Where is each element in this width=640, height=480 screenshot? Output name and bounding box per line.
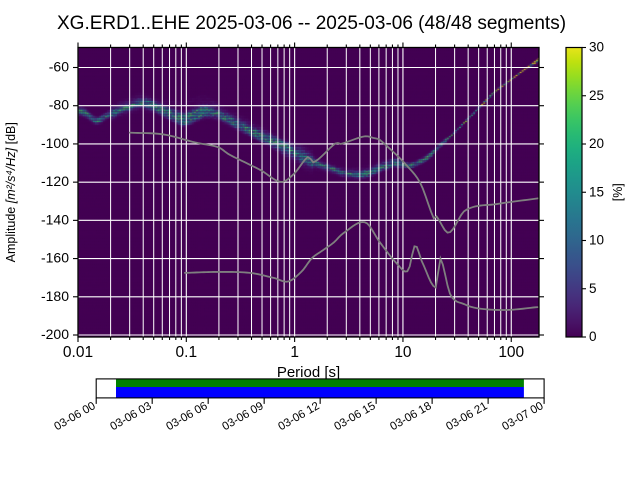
svg-text:-60: -60: [49, 59, 69, 75]
svg-text:03-06 18: 03-06 18: [388, 400, 433, 433]
svg-text:-200: -200: [41, 326, 69, 342]
svg-text:20: 20: [589, 136, 604, 151]
svg-text:1: 1: [290, 344, 299, 361]
svg-text:-100: -100: [41, 135, 69, 151]
svg-text:03-06 03: 03-06 03: [108, 400, 153, 433]
svg-text:XG.ERD1..EHE 2025-03-06 -- 2: XG.ERD1..EHE 2025-03-06 -- 2025-03-06 (4…: [57, 13, 566, 34]
svg-text:0.1: 0.1: [176, 344, 198, 361]
svg-text:10: 10: [589, 233, 604, 248]
svg-text:100: 100: [498, 344, 524, 361]
svg-text:03-06 06: 03-06 06: [164, 400, 209, 433]
svg-text:-160: -160: [41, 250, 69, 266]
svg-text:30: 30: [589, 40, 604, 55]
svg-text:10: 10: [394, 344, 412, 361]
svg-text:0: 0: [589, 329, 597, 344]
svg-text:[%]: [%]: [611, 183, 625, 201]
svg-text:15: 15: [589, 184, 604, 199]
svg-text:03-06 12: 03-06 12: [276, 400, 321, 433]
svg-text:-140: -140: [41, 211, 69, 227]
svg-text:5: 5: [589, 281, 597, 296]
svg-text:03-06 21: 03-06 21: [444, 400, 489, 433]
svg-text:-80: -80: [49, 97, 69, 113]
svg-text:-180: -180: [41, 288, 69, 304]
svg-text:03-06 15: 03-06 15: [332, 400, 377, 433]
svg-text:Amplitude [m²/s⁴/Hz] [dB]: Amplitude [m²/s⁴/Hz] [dB]: [4, 122, 18, 262]
svg-text:03-06 09: 03-06 09: [220, 400, 265, 433]
svg-text:03-07 00: 03-07 00: [500, 400, 545, 433]
svg-text:0.01: 0.01: [63, 344, 93, 361]
svg-text:03-06 00: 03-06 00: [52, 400, 97, 433]
svg-text:-120: -120: [41, 173, 69, 189]
svg-text:25: 25: [589, 88, 604, 103]
